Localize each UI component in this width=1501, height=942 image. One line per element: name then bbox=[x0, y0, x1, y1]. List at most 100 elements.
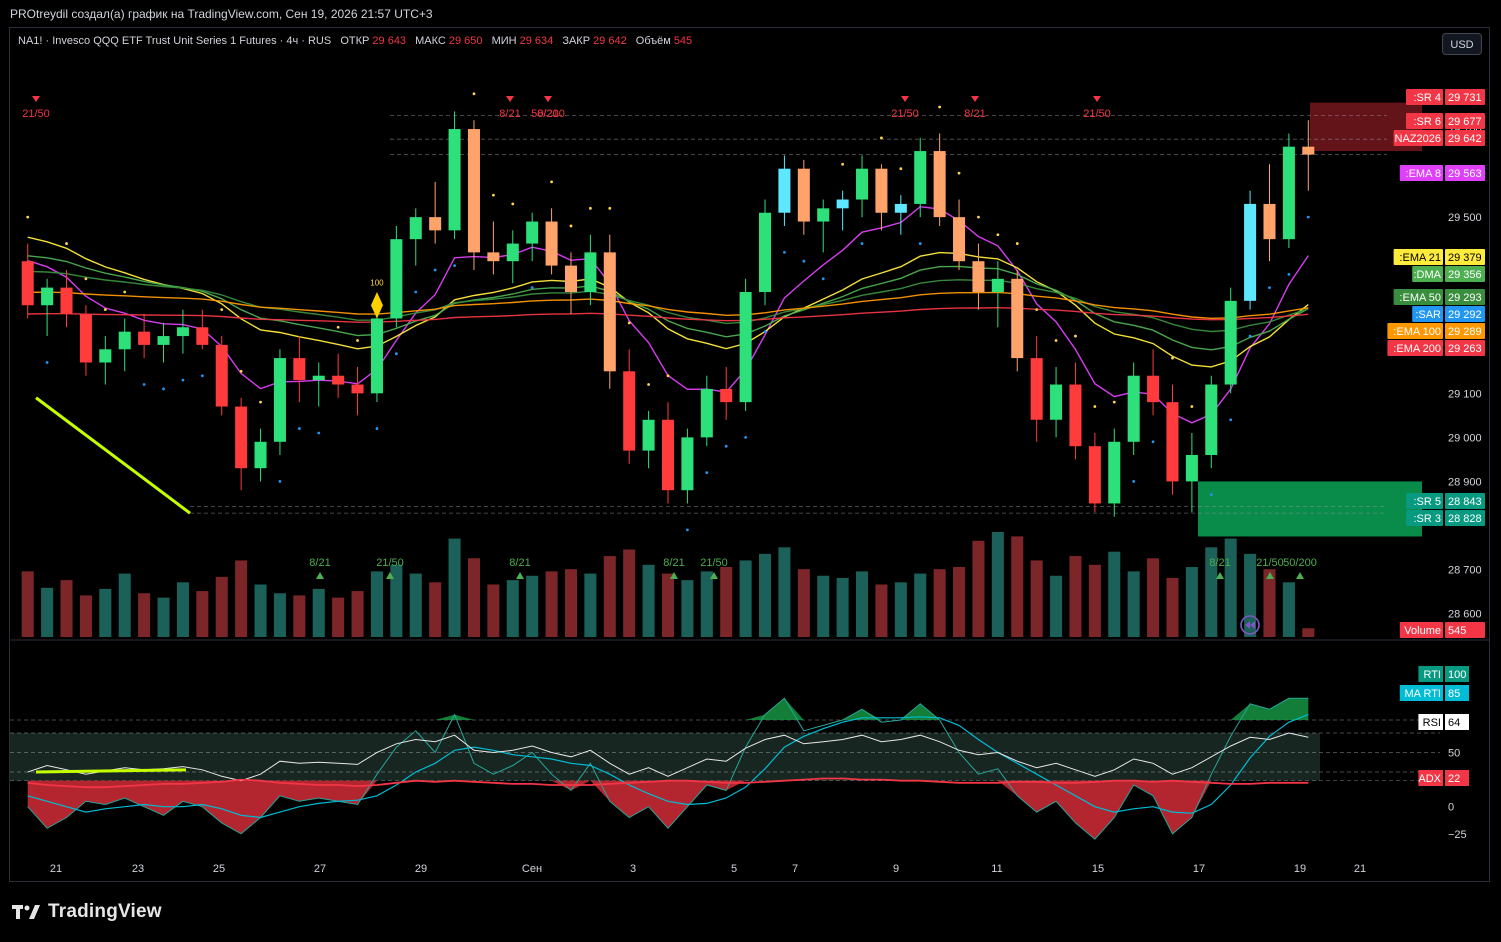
candle-body[interactable] bbox=[1011, 278, 1024, 359]
currency-button[interactable]: USD bbox=[1442, 33, 1482, 55]
candle-body[interactable] bbox=[817, 208, 830, 222]
candle-body[interactable] bbox=[312, 375, 325, 381]
candle-body[interactable] bbox=[41, 287, 54, 306]
candle-body[interactable] bbox=[681, 437, 694, 491]
candle-body[interactable] bbox=[332, 375, 345, 385]
candle-body[interactable] bbox=[293, 358, 306, 381]
cross-up-arrow bbox=[316, 572, 324, 579]
candle-body[interactable] bbox=[778, 168, 791, 213]
cross-down-arrow bbox=[1093, 96, 1101, 102]
volume-bar bbox=[603, 556, 616, 637]
replay-icon[interactable] bbox=[1240, 615, 1260, 635]
volume-bar bbox=[409, 573, 422, 637]
oscillator-tag[interactable]: MA RTI 85 bbox=[1399, 685, 1469, 701]
candle-body[interactable] bbox=[1050, 384, 1063, 420]
price-level-tag[interactable]: NAZ2026 29 642 bbox=[1393, 130, 1485, 146]
price-level-tag[interactable]: :SR 5 28 843 bbox=[1406, 493, 1485, 509]
candle-body[interactable] bbox=[991, 278, 1004, 293]
candle-body[interactable] bbox=[215, 344, 228, 407]
tradingview-brand[interactable]: TradingView bbox=[12, 900, 162, 924]
candle-body[interactable] bbox=[1030, 358, 1043, 420]
candle-body[interactable] bbox=[797, 168, 810, 222]
candle-body[interactable] bbox=[1282, 146, 1295, 240]
rsi-band bbox=[10, 733, 1320, 781]
price-level-tag[interactable]: :EMA 100 29 289 bbox=[1387, 323, 1485, 339]
volume-bar bbox=[759, 553, 772, 637]
candle-body[interactable] bbox=[545, 221, 558, 266]
sar-dot bbox=[996, 233, 1000, 237]
candle-body[interactable] bbox=[623, 371, 636, 451]
candle-body[interactable] bbox=[642, 419, 655, 451]
candle-body[interactable] bbox=[972, 261, 985, 293]
oscillator-tag[interactable]: ADX 22 bbox=[1418, 770, 1469, 786]
price-level-tag[interactable]: :DMA 29 356 bbox=[1412, 266, 1485, 282]
candle-body[interactable] bbox=[196, 327, 209, 345]
candle-body[interactable] bbox=[1244, 203, 1257, 301]
candle-body[interactable] bbox=[914, 151, 927, 204]
symbol-title[interactable]: NA1! · Invesco QQQ ETF Trust Unit Series… bbox=[18, 35, 332, 47]
candle-body[interactable] bbox=[1108, 441, 1121, 504]
candle-body[interactable] bbox=[118, 331, 131, 350]
candle-body[interactable] bbox=[700, 388, 713, 438]
candle-body[interactable] bbox=[273, 358, 286, 442]
candle-body[interactable] bbox=[370, 318, 383, 394]
candle-body[interactable] bbox=[390, 239, 403, 319]
candle-body[interactable] bbox=[526, 221, 539, 244]
candle-body[interactable] bbox=[953, 217, 966, 262]
candle-body[interactable] bbox=[564, 265, 577, 293]
candle-body[interactable] bbox=[1302, 146, 1315, 155]
price-level-tag[interactable]: Volume 545 bbox=[1399, 622, 1485, 638]
candle-body[interactable] bbox=[933, 151, 946, 218]
candle-body[interactable] bbox=[1127, 375, 1140, 442]
candle-body[interactable] bbox=[351, 384, 364, 394]
candle-body[interactable] bbox=[1205, 384, 1218, 455]
candle-body[interactable] bbox=[856, 168, 869, 200]
price-tag-name-box bbox=[1406, 510, 1443, 526]
candle-body[interactable] bbox=[99, 349, 112, 363]
trendline[interactable] bbox=[35, 396, 191, 515]
candle-body[interactable] bbox=[254, 441, 267, 469]
candle-body[interactable] bbox=[894, 203, 907, 213]
candle-body[interactable] bbox=[409, 217, 422, 240]
candle-body[interactable] bbox=[176, 327, 189, 337]
rsi-trendline[interactable] bbox=[35, 768, 187, 774]
candle-body[interactable] bbox=[1147, 375, 1160, 403]
price-level-tag[interactable]: :EMA 21 29 379 bbox=[1393, 249, 1485, 265]
candle-body[interactable] bbox=[79, 314, 92, 363]
candle-body[interactable] bbox=[235, 406, 248, 469]
price-level-tag[interactable]: :SR 4 29 731 bbox=[1406, 89, 1485, 105]
candle-body[interactable] bbox=[875, 168, 888, 213]
candle-body[interactable] bbox=[487, 252, 500, 262]
candle-body[interactable] bbox=[584, 252, 597, 293]
volume-bar bbox=[584, 573, 597, 637]
candle-body[interactable] bbox=[138, 331, 151, 345]
candle-body[interactable] bbox=[1185, 455, 1198, 482]
candle-body[interactable] bbox=[836, 199, 849, 209]
price-level-tag[interactable]: :EMA 200 29 263 bbox=[1387, 340, 1485, 356]
candle-body[interactable] bbox=[759, 212, 772, 293]
candle-body[interactable] bbox=[1166, 402, 1179, 482]
candle-body[interactable] bbox=[506, 243, 519, 262]
candle-body[interactable] bbox=[1263, 203, 1276, 240]
candle-body[interactable] bbox=[1069, 384, 1082, 447]
price-level-tag[interactable]: :EMA 50 29 293 bbox=[1393, 289, 1485, 305]
candle-body[interactable] bbox=[467, 129, 480, 253]
oscillator-tag[interactable]: RTI 100 bbox=[1418, 666, 1469, 682]
candle-body[interactable] bbox=[448, 129, 461, 231]
candle-body[interactable] bbox=[60, 287, 73, 315]
candle-body[interactable] bbox=[429, 217, 442, 231]
price-level-tag[interactable]: :EMA 8 29 563 bbox=[1399, 165, 1485, 181]
price-level-tag[interactable]: :SR 3 28 828 bbox=[1406, 510, 1485, 526]
candle-body[interactable] bbox=[603, 252, 616, 372]
candle-body[interactable] bbox=[157, 336, 170, 345]
candle-body[interactable] bbox=[739, 292, 752, 403]
candle-body[interactable] bbox=[21, 261, 34, 306]
price-level-tag[interactable]: :SAR 29 292 bbox=[1412, 306, 1485, 322]
candle-body[interactable] bbox=[661, 419, 675, 491]
candle-body[interactable] bbox=[720, 388, 733, 403]
candle-body[interactable] bbox=[1088, 446, 1101, 504]
candle-body[interactable] bbox=[1224, 300, 1237, 385]
oscillator-tag[interactable]: RSI 64 bbox=[1418, 714, 1469, 730]
price-level-tag[interactable]: :SR 6 29 677 bbox=[1406, 113, 1485, 129]
